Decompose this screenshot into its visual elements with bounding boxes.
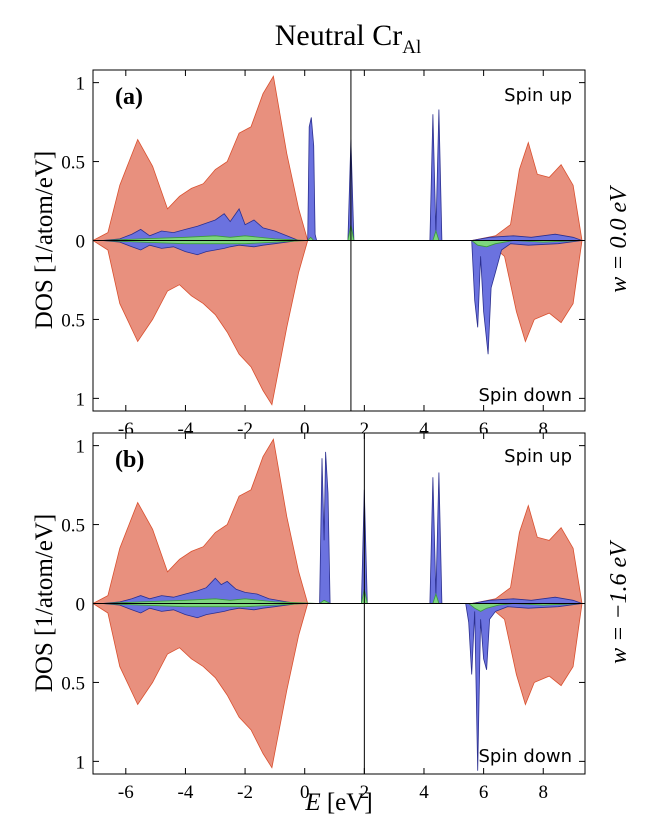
panel-a-Cr-spin-up-area [101,109,583,241]
panel-b-host-spin-down-area [93,603,309,769]
panel-b-ytick-label: 0 [76,595,86,616]
panel-b-label: (b) [115,447,144,473]
panel-b-xtick-label: 2 [360,782,370,803]
panel-b-ytick-label: 0.5 [61,673,85,694]
panel-a-ytick-label: 1 [76,74,86,95]
panel-a-host-spin-up-area [93,75,309,241]
panel-a-w-label: w = 0.0 eV [606,185,632,293]
panel-a-xtick-label: 6 [479,419,489,440]
panel-b-series-group [93,433,585,774]
figure-title: Neutral CrAl [275,19,421,58]
panel-b-xtick-label: 6 [479,782,489,803]
panel-a: (a) Spin up Spin down 10.500.51 -6 -4 -2 0 2… [31,69,632,440]
panel-a-host-spin-down-area [93,240,309,406]
panel-a-Cr-spin-down-area [101,240,583,355]
panel-a-ytick-label: 1 [76,389,86,410]
panel-a-host-impurity-spin-up-area [101,224,582,241]
panel-b-y-axis-label: DOS [1/atom/eV] [31,514,58,692]
x-axis-label-unit: [eV] [321,789,373,816]
panel-b-host-impurity-spin-up-area [101,589,582,604]
panel-a-y-ticks: 1 0.5 0 0.5 1 [61,74,585,410]
panel-b-plot-area [93,433,585,774]
panel-a-xtick-label: 0 [300,419,310,440]
x-axis-label-var: E [304,789,320,816]
panel-b-Cr-spin-up-area [101,451,583,604]
panel-a-series-group [93,70,585,411]
panel-a-xtick-label: 4 [419,419,429,440]
panel-b-ytick-label: 1 [76,752,86,773]
panel-a-xtick-label: 8 [539,419,549,440]
panel-b-host-spin-up-area [93,438,309,604]
panel-a-host-conduction-spin-up-area [471,141,583,241]
title-subscript: Al [402,37,421,58]
panel-b-y-ticks: 1 0.5 0 0.5 1 [61,437,585,773]
panel-b-spin-up-label: Spin up [504,446,572,467]
panel-a-ytick-label: 0.5 [61,310,85,331]
panel-b-host-conduction-spin-up-area [471,504,583,604]
title-main: Neutral Cr [275,19,402,52]
panel-b-host-conduction-spin-down-area [471,603,583,706]
panel-a-ytick-label: 0.5 [61,153,85,174]
panel-a-spin-down-label: Spin down [478,385,572,406]
panel-a-label: (a) [115,84,143,110]
panel-b: (b) Spin up Spin down 1 0.5 0 0.5 1 -6 -4 -2 0 2… [31,432,632,803]
panel-b-w-label: w = −1.6 eV [606,540,632,664]
panel-a-xtick-label: 2 [360,419,370,440]
panel-a-y-axis-label: DOS [1/atom/eV] [31,151,58,329]
panel-b-xtick-label: -6 [118,782,134,803]
panel-b-spin-down-label: Spin down [478,746,572,767]
panel-b-Cr-spin-down-area [101,603,583,771]
x-axis-label: E [eV] [304,789,372,816]
panel-b-x-ticks: -6 -4 -2 0 2 4 6 8 [118,433,548,803]
panel-b-xtick-label: -2 [237,782,253,803]
panel-b-host-impurity-spin-down-area [101,603,583,612]
panel-b-ytick-label: 0.5 [61,516,85,537]
panel-b-ytick-label: 1 [76,437,86,458]
panel-b-xtick-label: 8 [539,782,549,803]
panel-a-plot-area [93,70,585,411]
panel-b-xtick-label: 0 [300,782,310,803]
panel-a-ytick-label: 0 [76,232,86,253]
panel-a-spin-up-label: Spin up [504,85,572,106]
panel-b-xtick-label: -4 [178,782,194,803]
panel-b-xtick-label: 4 [419,782,429,803]
